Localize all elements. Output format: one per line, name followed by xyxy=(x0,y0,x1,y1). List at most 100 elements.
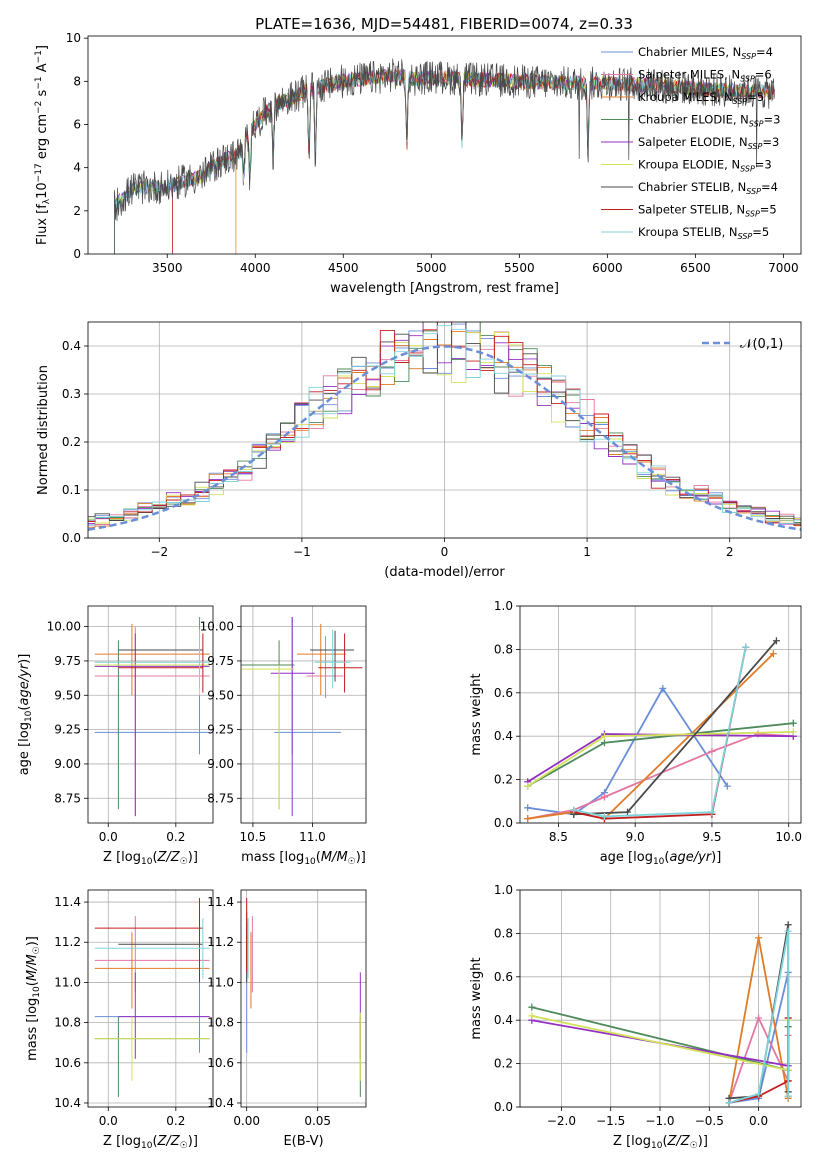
legend-label: Chabrier MILES, NSSP=4 xyxy=(638,45,773,61)
figure-title: PLATE=1636, MJD=54481, FIBERID=0074, z=0… xyxy=(255,15,633,33)
x-tick-label: 0.00 xyxy=(233,1114,260,1128)
mass-weight-point-marker xyxy=(755,1090,763,1098)
mass-weight-point-marker xyxy=(784,1092,792,1100)
y-tick-label: 10.4 xyxy=(207,1096,234,1110)
y-tick-label: 9.75 xyxy=(54,654,81,668)
y-tick-label: 0.8 xyxy=(494,642,513,656)
y-tick-label: 0.8 xyxy=(494,926,513,940)
x-tick-label: 4000 xyxy=(240,261,271,275)
x-tick-label: 6000 xyxy=(592,261,623,275)
mass-weight-point-marker xyxy=(742,643,750,651)
residuals-axes xyxy=(84,322,801,542)
x-tick-label: 9.0 xyxy=(626,830,645,844)
legend-label: Chabrier STELIB, NSSP=4 xyxy=(638,180,778,196)
residuals-ylabel: Normed distribution xyxy=(36,365,51,495)
model-spectrum-line xyxy=(114,67,775,254)
y-tick-label: 1.0 xyxy=(494,883,513,897)
mass_vs_z-ylabel: mass [log10(M/M☉)] xyxy=(25,936,42,1061)
mass-weight-point-marker xyxy=(755,934,763,942)
y-tick-label: 11.4 xyxy=(207,895,234,909)
mass-weight-series-line xyxy=(527,733,794,820)
mass-weight-point-marker xyxy=(784,927,792,935)
mass-weight-point-marker xyxy=(570,806,578,814)
weight_vs_z-xlabel: Z [log10(Z/Z☉)] xyxy=(613,1134,708,1151)
legend-label: 𝒩(0,1) xyxy=(740,337,783,352)
weight_vs_age-axes xyxy=(516,605,801,827)
mass-weight-point-marker xyxy=(600,812,608,820)
y-tick-label: 9.50 xyxy=(207,688,234,702)
legend-label: Kroupa MILES, NSSP=5 xyxy=(638,90,764,106)
mass_vs_z-axes xyxy=(84,890,213,1111)
mass-weight-point-marker xyxy=(524,815,532,823)
x-tick-label: 9.5 xyxy=(702,830,721,844)
mass_vs_ebv-axes xyxy=(237,890,366,1111)
residuals-frame xyxy=(87,321,802,539)
x-tick-label: 0.05 xyxy=(304,1114,331,1128)
mass-weight-point-marker xyxy=(623,808,631,816)
mass-weight-point-marker xyxy=(772,637,780,645)
mass-weight-point-marker xyxy=(755,1014,763,1022)
mass-weight-point-marker xyxy=(708,808,716,816)
weight_vs_age-xlabel: age [log10(age/yr)] xyxy=(600,850,722,867)
mass-weight-point-marker xyxy=(600,793,608,801)
legend-label: Kroupa ELODIE, NSSP=3 xyxy=(638,158,772,174)
mass-weight-point-marker xyxy=(600,732,608,740)
y-tick-label: 0 xyxy=(73,247,81,261)
x-tick-label: 10.5 xyxy=(240,830,267,844)
y-tick-label: 9.00 xyxy=(54,757,81,771)
x-tick-label: 0.2 xyxy=(166,830,185,844)
weight_vs_z-axes xyxy=(516,889,801,1111)
y-tick-label: 9.25 xyxy=(54,723,81,737)
y-tick-label: 6 xyxy=(73,117,81,131)
model-spectrum-line xyxy=(114,58,775,254)
y-tick-label: 0.3 xyxy=(62,387,81,401)
y-tick-label: 9.00 xyxy=(207,757,234,771)
age_vs_z-ylabel: age [log10(age/yr)] xyxy=(17,654,34,776)
x-tick-label: 4500 xyxy=(328,261,359,275)
age_vs_z-frame xyxy=(87,605,214,824)
y-tick-label: 11.0 xyxy=(207,975,234,989)
y-tick-label: 0.2 xyxy=(494,773,513,787)
gaussian-reference-curve xyxy=(88,345,801,531)
weight_vs_z-ylabel: mass weight xyxy=(469,957,484,1039)
x-tick-label: 11.0 xyxy=(299,830,326,844)
mass-weight-point-marker xyxy=(789,719,797,727)
mass-weight-series-line xyxy=(573,647,747,818)
y-tick-label: 11.2 xyxy=(207,935,234,949)
y-tick-label: 0.0 xyxy=(494,816,513,830)
y-tick-label: 0.0 xyxy=(62,531,81,545)
y-tick-label: 10.6 xyxy=(207,1056,234,1070)
mass_vs_ebv-frame xyxy=(240,889,367,1108)
mass-weight-point-marker xyxy=(524,804,532,812)
y-tick-label: 9.75 xyxy=(207,654,234,668)
y-tick-label: 0.4 xyxy=(494,729,513,743)
y-tick-label: 0.0 xyxy=(494,1100,513,1114)
spectrum-frame xyxy=(87,35,802,255)
weight_vs_age-ylabel: mass weight xyxy=(469,673,484,755)
y-tick-label: 1.0 xyxy=(494,599,513,613)
age_vs_mass-axes xyxy=(237,606,366,827)
y-tick-label: 0.6 xyxy=(494,970,513,984)
legend-label: Salpeter ELODIE, NSSP=3 xyxy=(638,135,779,151)
residual-histogram-series xyxy=(88,322,801,538)
x-tick-label: 1 xyxy=(583,545,591,559)
legend-label: Salpeter STELIB, NSSP=5 xyxy=(638,203,777,219)
x-tick-label: −1 xyxy=(293,545,311,559)
y-tick-label: 9.50 xyxy=(54,688,81,702)
age_vs_z-xlabel: Z [log10(Z/Z☉)] xyxy=(103,850,198,867)
mass-weight-point-marker xyxy=(600,739,608,747)
mass_vs_z-frame xyxy=(87,889,214,1108)
spectrum-xlabel: wavelength [Angstrom, rest frame] xyxy=(330,281,559,296)
mass-weight-point-marker xyxy=(723,782,731,790)
residual-histogram-series xyxy=(88,322,801,538)
age_vs_mass-frame xyxy=(240,605,367,824)
y-tick-label: 0.6 xyxy=(494,686,513,700)
x-tick-label: −0.5 xyxy=(695,1114,724,1128)
x-tick-label: 8.5 xyxy=(549,830,568,844)
x-tick-label: −2 xyxy=(150,545,168,559)
y-tick-label: 8 xyxy=(73,74,81,88)
y-tick-label: 8.75 xyxy=(207,791,234,805)
mass-weight-point-marker xyxy=(789,728,797,736)
x-tick-label: −1.0 xyxy=(645,1114,674,1128)
x-tick-label: 7000 xyxy=(768,261,799,275)
